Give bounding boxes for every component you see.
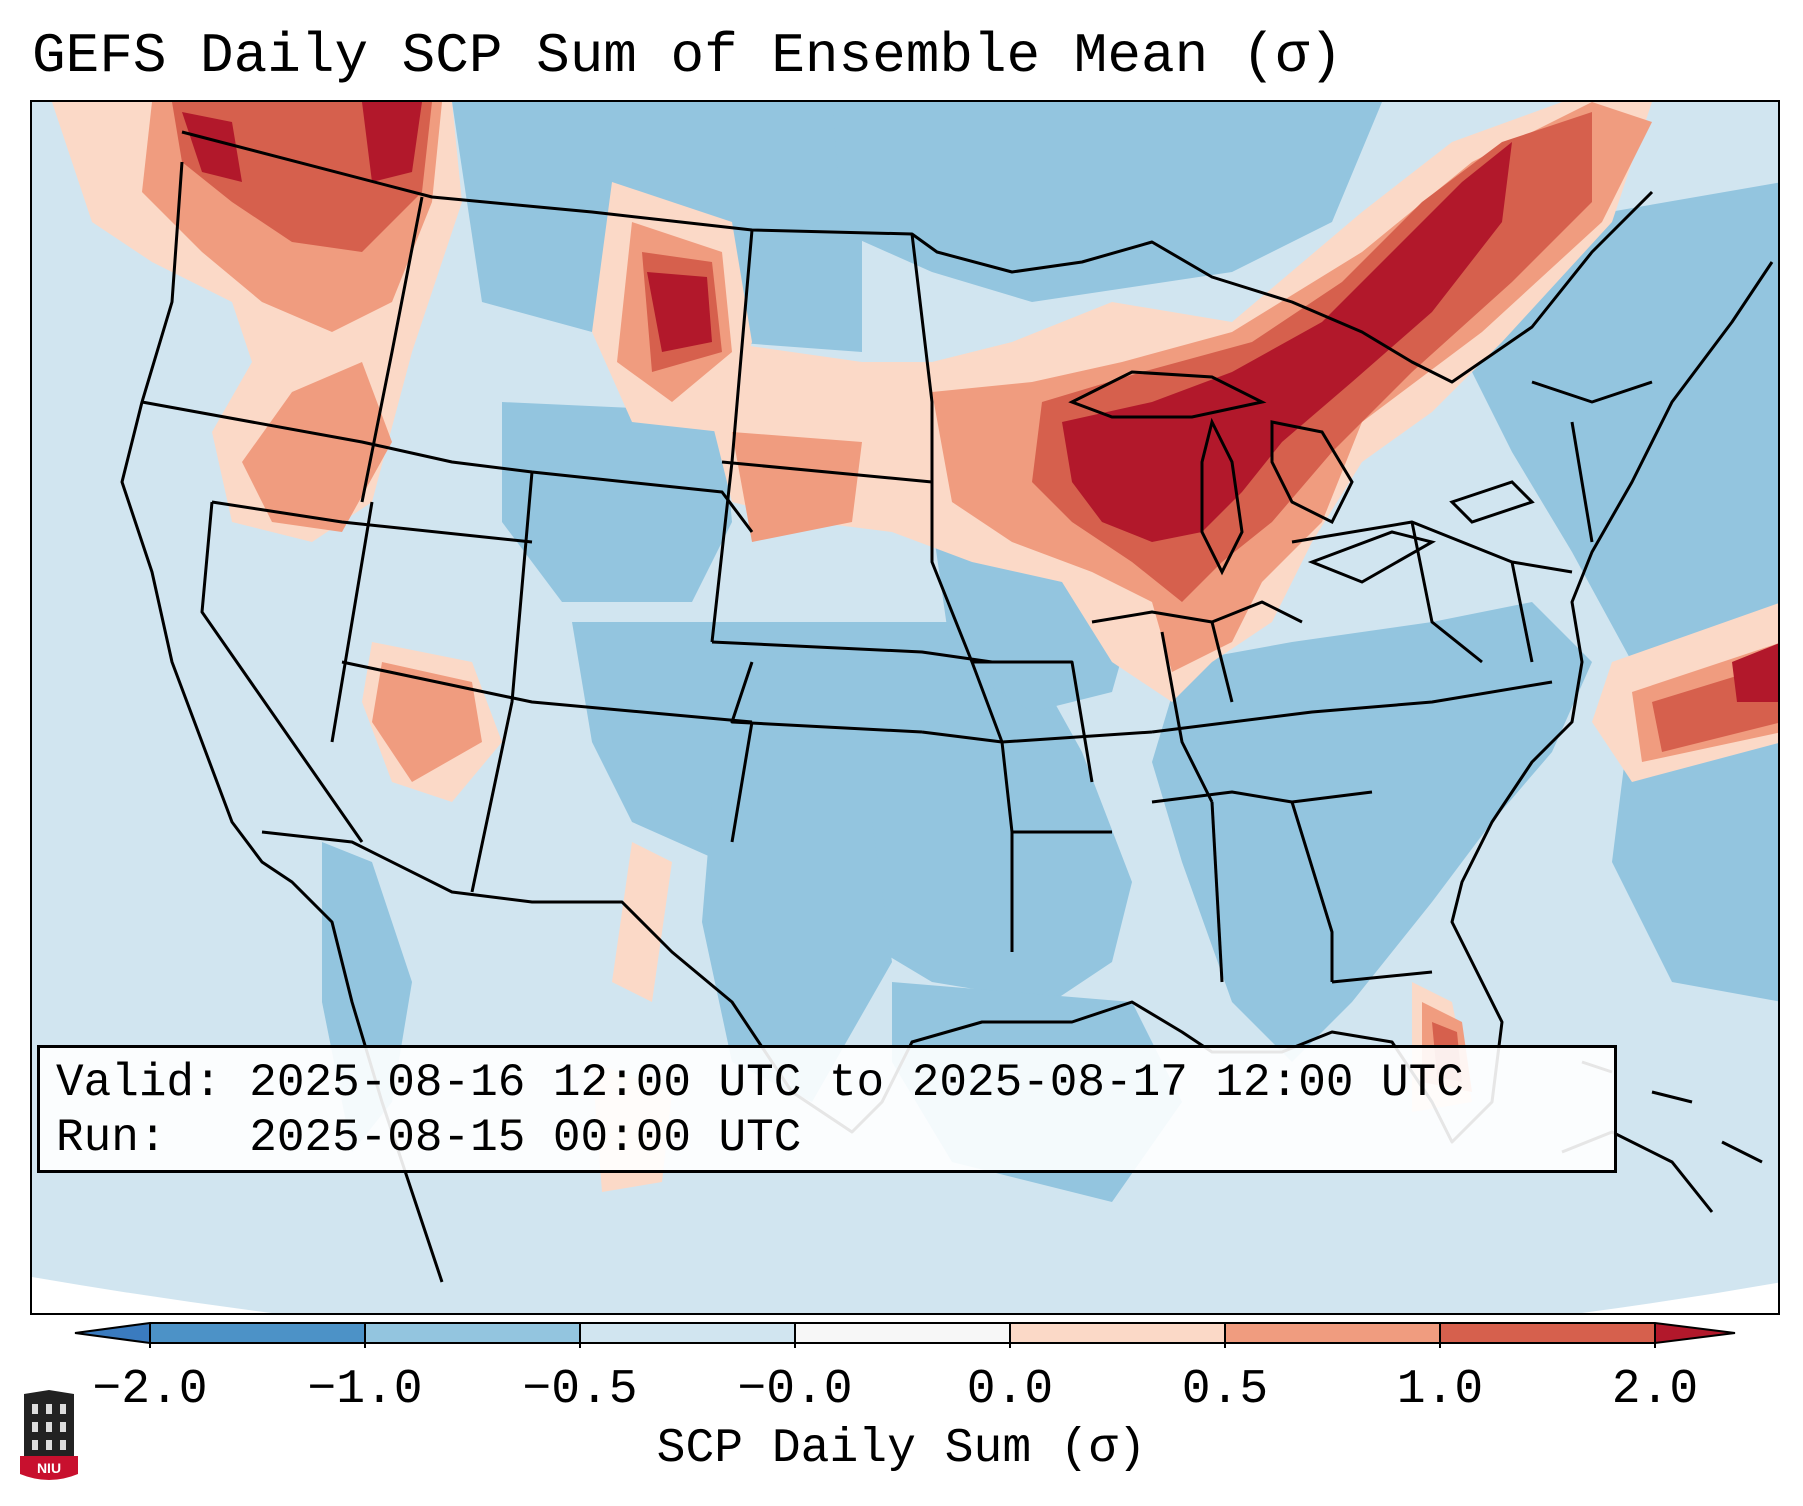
colorbar-label: SCP Daily Sum (σ): [656, 1422, 1147, 1476]
valid-value: 2025-08-16 12:00 UTC to 2025-08-17 12:00…: [249, 1057, 1464, 1109]
valid-label: Valid:: [56, 1057, 222, 1109]
colorbar: [74, 1322, 1736, 1348]
run-line: Run: 2025-08-15 00:00 UTC: [56, 1111, 1598, 1166]
extreme-positive-regions: [182, 102, 1778, 702]
colorbar-max-extension: [1655, 1323, 1735, 1343]
tick-label: 0.5: [1181, 1363, 1269, 1417]
niu-logo: NIU: [20, 1390, 78, 1480]
niu-logo-text: NIU: [37, 1460, 61, 1476]
colorbar-segment-3: [580, 1323, 795, 1343]
map-title: GEFS Daily SCP Sum of Ensemble Mean (σ): [32, 24, 1343, 88]
colorbar-min-extension: [75, 1323, 150, 1343]
colorbar-segment-4: [795, 1323, 1010, 1343]
valid-time-box: Valid: 2025-08-16 12:00 UTC to 2025-08-1…: [37, 1045, 1617, 1173]
colorbar-segment-1: [150, 1323, 365, 1343]
political-boundaries: [120, 130, 1774, 1283]
colorbar-segment-7: [1440, 1323, 1655, 1343]
tick-label: 2.0: [1611, 1363, 1699, 1417]
tick-label: −0.0: [737, 1363, 853, 1417]
tick-label: 1.0: [1396, 1363, 1484, 1417]
run-value: 2025-08-15 00:00 UTC: [249, 1112, 802, 1164]
colorbar-ticks: [149, 1323, 1656, 1348]
colorbar-segment-2: [365, 1323, 580, 1343]
tick-label: −2.0: [92, 1363, 208, 1417]
tick-label: 0.0: [966, 1363, 1054, 1417]
great-lakes: [1068, 370, 1535, 584]
colorbar-segment-6: [1225, 1323, 1440, 1343]
valid-line: Valid: 2025-08-16 12:00 UTC to 2025-08-1…: [56, 1056, 1598, 1111]
run-label: Run:: [56, 1112, 167, 1164]
tick-label: −0.5: [522, 1363, 638, 1417]
tick-label: −1.0: [307, 1363, 423, 1417]
colorbar-segment-5: [1010, 1323, 1225, 1343]
